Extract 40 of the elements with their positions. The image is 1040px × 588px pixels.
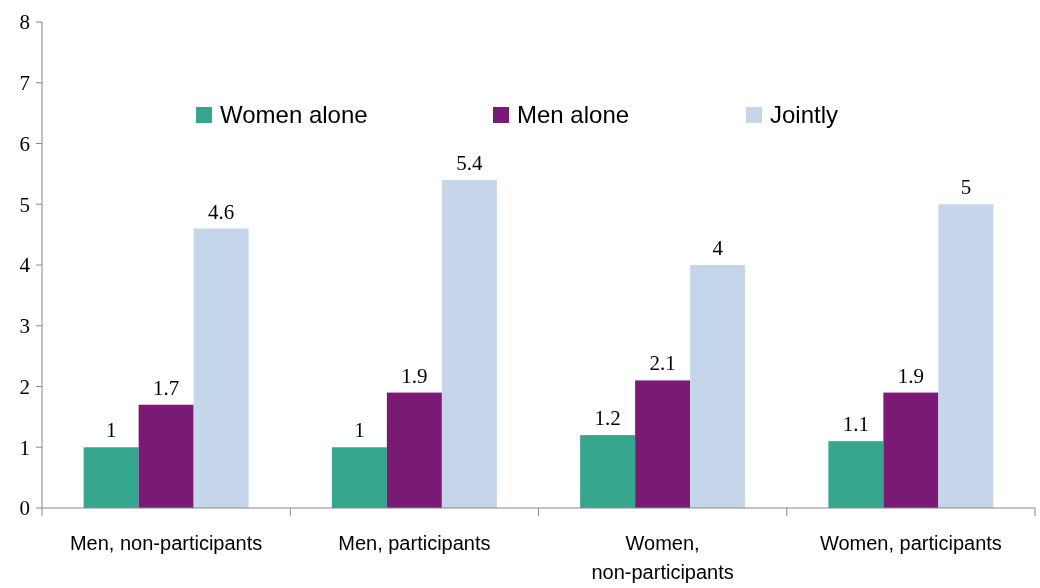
bar xyxy=(938,204,994,508)
data-label: 4.6 xyxy=(208,199,235,224)
x-tick-label: Women, participants xyxy=(819,532,1002,554)
bar xyxy=(580,435,636,508)
data-label: 1.9 xyxy=(401,363,428,388)
y-tick-label: 7 xyxy=(19,71,30,96)
data-label: 1.9 xyxy=(897,363,924,388)
y-tick-label: 2 xyxy=(19,374,30,399)
data-label: 2.1 xyxy=(649,351,676,376)
legend-label: Men alone xyxy=(517,101,630,129)
legend-label: Jointly xyxy=(770,101,839,129)
bar xyxy=(193,228,249,508)
data-label: 4 xyxy=(712,236,724,260)
data-label: 1 xyxy=(354,418,365,443)
legend-label: Women alone xyxy=(220,101,368,129)
y-tick-label: 6 xyxy=(19,131,30,156)
bar xyxy=(331,447,387,508)
bar xyxy=(828,441,884,508)
y-tick-label: 8 xyxy=(19,10,30,35)
bar xyxy=(386,392,442,508)
data-label: 1 xyxy=(105,418,117,443)
y-tick-label: 0 xyxy=(19,496,30,521)
bar xyxy=(441,179,497,508)
bar xyxy=(883,392,939,508)
bar xyxy=(138,404,194,508)
data-label: 5 xyxy=(960,175,972,200)
x-tick-label: Men, participants xyxy=(338,532,491,554)
bar xyxy=(83,447,139,508)
y-tick-label: 3 xyxy=(19,314,30,339)
data-label: 5.4 xyxy=(456,150,483,175)
bar xyxy=(690,265,746,508)
y-tick-label: 5 xyxy=(19,192,30,217)
y-tick-label: 1 xyxy=(19,435,30,460)
data-label: 1.2 xyxy=(594,406,621,431)
x-tick-label: Men, non-participants xyxy=(69,532,263,554)
x-tick-label: Women, non-participants xyxy=(591,532,734,583)
y-tick-label: 4 xyxy=(19,253,31,278)
data-label: 1.7 xyxy=(153,375,180,400)
data-label: 1.1 xyxy=(842,412,869,437)
bar xyxy=(635,380,691,508)
